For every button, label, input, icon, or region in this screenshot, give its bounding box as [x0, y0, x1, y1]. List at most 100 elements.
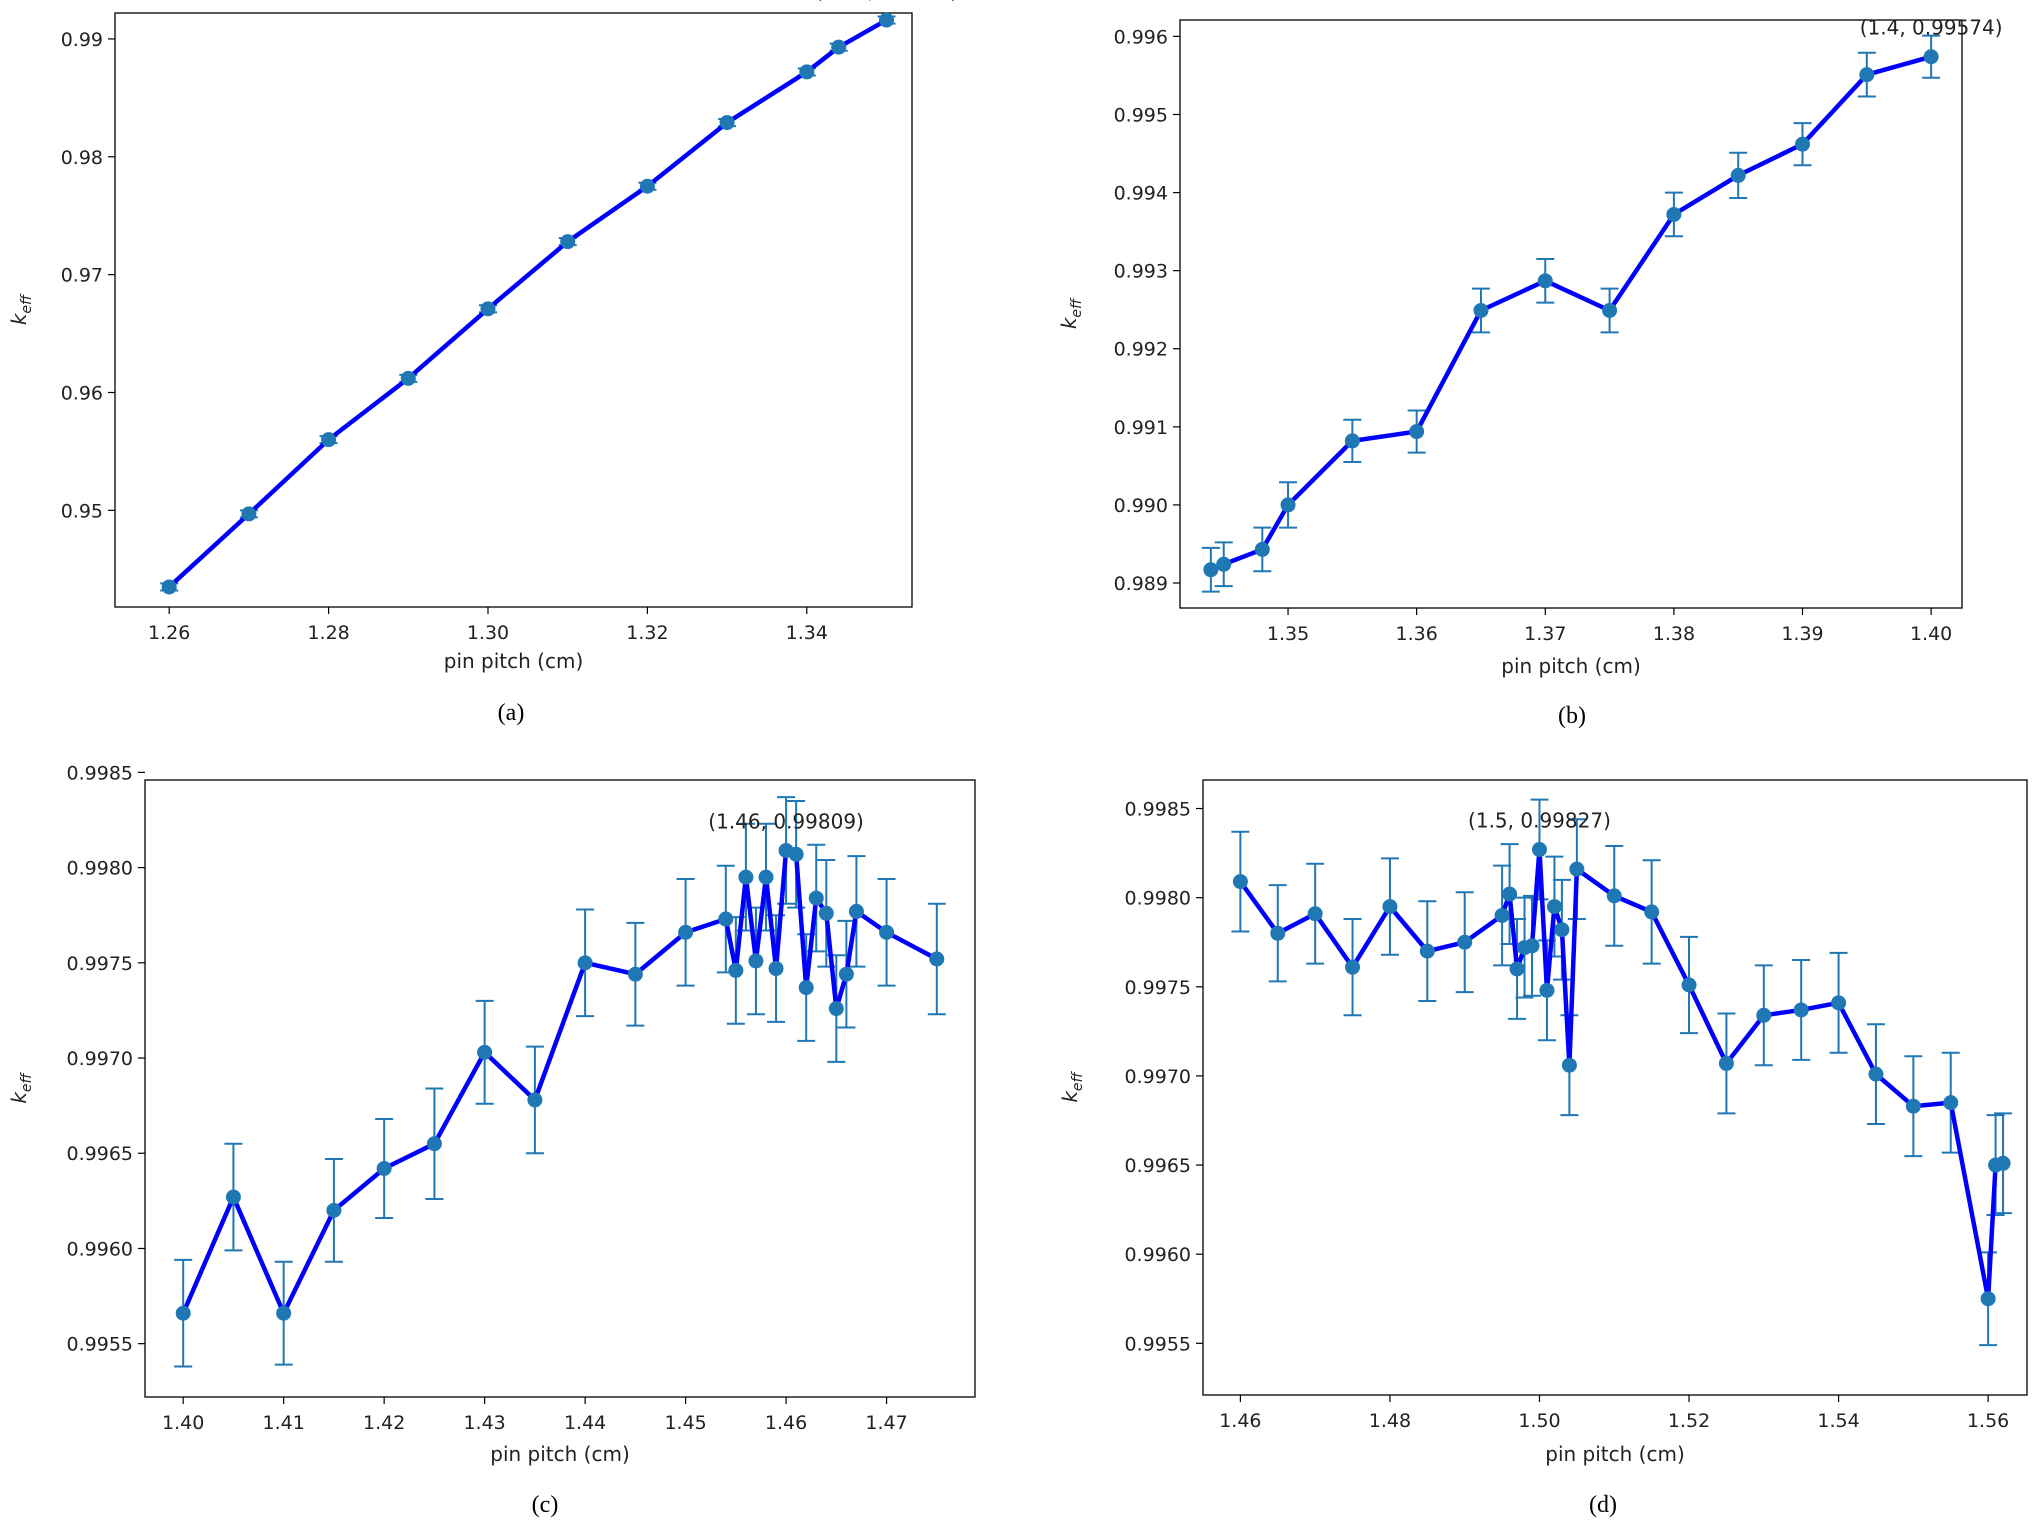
y-tick-label: 0.9965 [67, 1143, 133, 1165]
data-point [718, 911, 734, 927]
data-point [1995, 1155, 2011, 1171]
data-point [879, 924, 895, 940]
data-point [400, 370, 416, 386]
x-tick-label: 1.35 [1267, 623, 1309, 645]
series-line [167, 18, 888, 589]
panel-caption: (c) [532, 1492, 559, 1518]
data-point [1280, 497, 1296, 513]
x-tick-label: 1.54 [1817, 1410, 1859, 1432]
x-tick-label: 1.37 [1524, 623, 1566, 645]
x-tick-label: 1.39 [1781, 623, 1823, 645]
data-point [768, 961, 784, 977]
x-tick-label: 1.46 [765, 1412, 807, 1434]
data-point [1554, 922, 1570, 938]
x-tick-label: 1.40 [162, 1412, 204, 1434]
data-point [1409, 424, 1425, 440]
data-point [321, 432, 337, 448]
data-point [1502, 886, 1518, 902]
y-axis-label-subscript: eff [19, 1071, 35, 1092]
y-tick-label: 0.96 [61, 383, 103, 405]
data-point [1644, 904, 1660, 920]
y-tick-label: 0.9975 [1125, 977, 1191, 999]
y-axis-label: keff [7, 293, 35, 325]
data-point [175, 1305, 191, 1321]
x-tick-label: 1.41 [263, 1412, 305, 1434]
data-point [728, 962, 744, 978]
data-point [1419, 943, 1435, 959]
data-point [276, 1305, 292, 1321]
x-tick-label: 1.28 [307, 622, 349, 644]
chart-panel-1: 1.26 1.28 1.30 1.32 1.34 0.95 0.96 0.97 0.98 0.99… [7, 0, 958, 673]
data-point [577, 955, 593, 971]
data-point [560, 234, 576, 250]
data-point [1382, 899, 1398, 915]
y-tick-label: 0.9975 [67, 953, 133, 975]
y-axis-label-subscript: eff [1070, 1070, 1086, 1091]
max-point-annotation: (1.46, 0.99809) [708, 809, 864, 833]
data-point [719, 115, 735, 131]
y-tick-label: 0.990 [1114, 495, 1168, 517]
plot-frame [1179, 19, 1963, 609]
y-tick-label: 0.95 [61, 500, 103, 522]
data-point [798, 980, 814, 996]
data-point [1524, 938, 1540, 954]
data-point [1923, 49, 1939, 65]
x-axis-label: pin pitch (cm) [1545, 1442, 1685, 1466]
data-point [627, 966, 643, 982]
data-point [1539, 982, 1555, 998]
y-tick-label: 0.9980 [67, 858, 133, 880]
y-tick-label: 0.9955 [1125, 1333, 1191, 1355]
panel-caption: (b) [1558, 703, 1586, 729]
data-point [748, 953, 764, 969]
data-point [1943, 1095, 1959, 1111]
data-point [1868, 1066, 1884, 1082]
y-tick-label: 0.9970 [67, 1048, 133, 1070]
data-point [1602, 302, 1618, 318]
data-point [799, 64, 815, 80]
y-tick-label: 0.995 [1114, 104, 1168, 126]
x-tick-label: 1.48 [1369, 1410, 1411, 1432]
data-point [1795, 136, 1811, 152]
data-point [1457, 934, 1473, 950]
x-tick-label: 1.38 [1653, 623, 1695, 645]
data-point [1569, 861, 1585, 877]
data-point [1270, 925, 1286, 941]
data-point [1980, 1291, 1996, 1307]
max-point-annotation: (1.4, 0.99574) [1860, 16, 2003, 40]
data-point [1606, 888, 1622, 904]
series-1 [160, 12, 896, 595]
y-tick-label: 0.9965 [1125, 1155, 1191, 1177]
chart-panel-3: 1.40 1.41 1.42 1.43 1.44 1.45 1.46 1.47 0.9955 0.… [7, 762, 976, 1466]
data-point [1905, 1098, 1921, 1114]
data-point [788, 846, 804, 862]
data-point [480, 301, 496, 317]
x-tick-label: 1.34 [786, 622, 828, 644]
data-point [376, 1160, 392, 1176]
y-axis-label-base: k [7, 1091, 31, 1104]
data-point [1681, 977, 1697, 993]
x-axis-label: pin pitch (cm) [490, 1442, 630, 1466]
y-tick-label: 0.994 [1114, 183, 1168, 205]
plot-frame [1202, 779, 2028, 1396]
data-point [1793, 1002, 1809, 1018]
x-tick-label: 1.47 [865, 1412, 907, 1434]
x-tick-label: 1.32 [626, 622, 668, 644]
data-point [1345, 959, 1361, 975]
series-1 [174, 796, 946, 1368]
y-tick-label: 0.9985 [67, 762, 133, 784]
y-tick-label: 0.996 [1114, 26, 1168, 48]
max-point-annotation: (1.35, 0.9916) [815, 0, 958, 3]
x-tick-label: 1.40 [1910, 623, 1952, 645]
x-tick-label: 1.30 [467, 622, 509, 644]
chart-panel-2: 1.35 1.36 1.37 1.38 1.39 1.40 0.989 0.990 0.991 0… [1057, 16, 2003, 678]
data-point [831, 39, 847, 55]
series-line [1209, 54, 1932, 572]
data-point [678, 924, 694, 940]
data-point [1232, 874, 1248, 890]
data-point [838, 966, 854, 982]
y-axis-label: keff [7, 1071, 35, 1103]
data-point [1561, 1057, 1577, 1073]
data-point [1730, 167, 1746, 183]
y-axis-label: keff [1057, 297, 1085, 329]
